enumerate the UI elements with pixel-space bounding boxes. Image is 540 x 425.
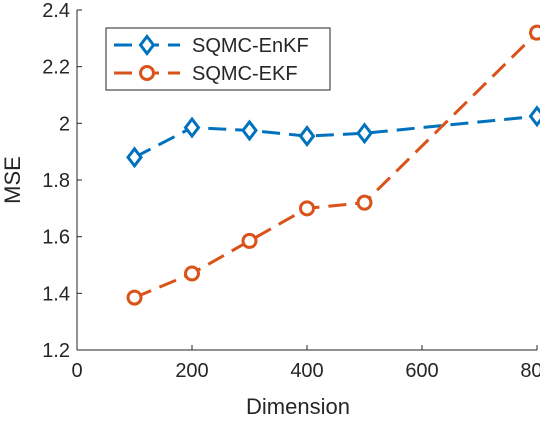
x-tick-label: 200 — [175, 360, 208, 382]
data-point — [128, 149, 141, 166]
y-axis-label: MSE — [0, 156, 25, 204]
y-tick-label: 2.2 — [42, 57, 70, 79]
x-tick-label: 0 — [71, 360, 82, 382]
x-axis-label: Dimension — [246, 394, 350, 419]
x-tick-label: 800 — [520, 360, 540, 382]
data-point — [301, 128, 314, 145]
x-tick-label: 400 — [290, 360, 323, 382]
data-point — [358, 125, 371, 142]
data-point — [128, 291, 141, 304]
legend-entry: SQMC-EnKF — [192, 35, 309, 57]
legend-entry: SQMC-EKF — [192, 63, 298, 85]
legend-swatch-marker — [141, 67, 154, 80]
data-point — [186, 267, 199, 280]
data-point — [243, 234, 256, 247]
series-sqmc-enkf — [128, 108, 540, 166]
y-tick-label: 1.6 — [42, 227, 70, 249]
y-tick-label: 2.4 — [42, 0, 70, 22]
y-tick-label: 1.4 — [42, 283, 70, 305]
legend: SQMC-EnKF SQMC-EKF — [106, 28, 330, 90]
data-point — [358, 196, 371, 209]
data-point — [531, 26, 540, 39]
data-point — [531, 108, 540, 125]
y-tick-label: 1.8 — [42, 170, 70, 192]
data-point — [186, 119, 199, 136]
data-point — [243, 122, 256, 139]
data-point — [301, 202, 314, 215]
y-tick-label: 1.2 — [42, 340, 70, 362]
y-tick-label: 2 — [59, 113, 70, 135]
x-tick-label: 600 — [405, 360, 438, 382]
